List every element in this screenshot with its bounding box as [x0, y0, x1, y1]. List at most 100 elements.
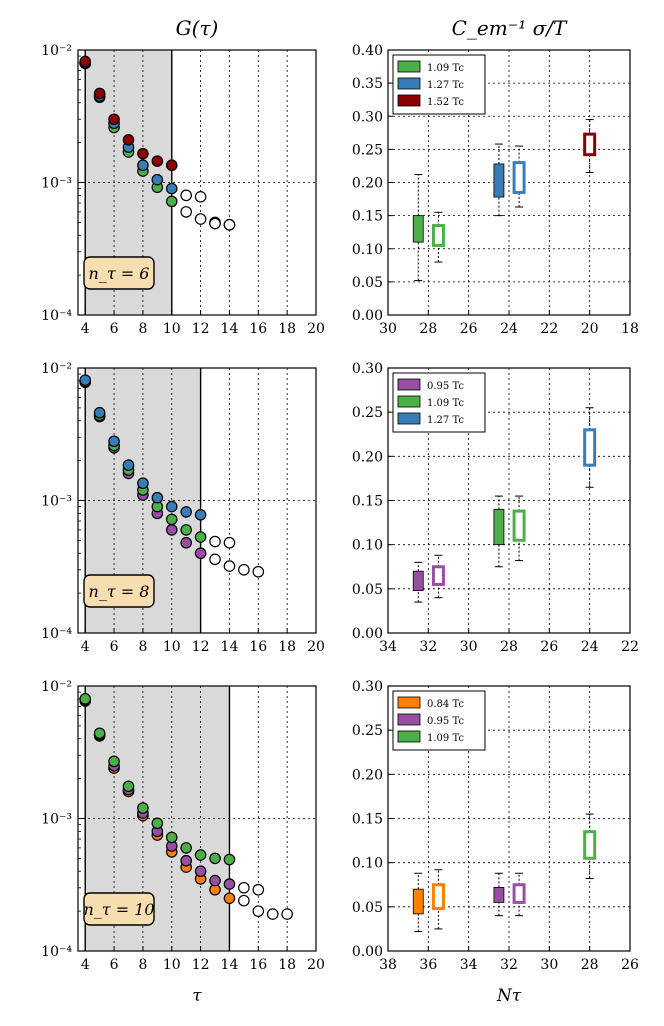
y-tick-label: 10⁻² — [41, 361, 72, 377]
y-tick-label: 0.05 — [352, 900, 383, 916]
box — [512, 509, 526, 542]
axes-frame — [387, 367, 631, 634]
y-tick-label: 10⁻³ — [41, 176, 72, 192]
data-point — [122, 780, 135, 793]
data-point — [108, 113, 120, 126]
data-point — [122, 134, 135, 146]
legend-label: 0.84 Tc — [427, 699, 464, 710]
ntau-label-box — [83, 574, 155, 608]
box — [412, 888, 424, 915]
legend-label: 0.95 Tc — [427, 716, 464, 727]
box — [412, 215, 424, 243]
legend-swatch — [397, 713, 421, 726]
x-tick-label: 26 — [460, 321, 478, 337]
data-point — [165, 513, 178, 526]
data-point — [281, 908, 293, 920]
x-tick-label: 20 — [307, 321, 325, 337]
x-tick-label: 26 — [621, 957, 639, 973]
y-tick-label: 10⁻³ — [41, 812, 72, 828]
data-point — [79, 55, 92, 68]
y-tick-label: 10⁻⁴ — [41, 944, 72, 960]
data-point — [151, 491, 164, 504]
data-point — [180, 524, 192, 536]
data-point — [238, 894, 250, 907]
data-point — [165, 159, 178, 172]
data-point — [165, 195, 178, 208]
axes-frame — [77, 685, 317, 952]
data-point — [93, 87, 106, 100]
data-point — [79, 693, 92, 705]
panel-G8: 4 6 8 10 12 14 16 18 20 10⁻⁴ 10⁻³ 10⁻² n_τ = 8 — [41, 361, 325, 655]
data-point — [209, 553, 221, 566]
data-point — [252, 883, 265, 896]
data-point — [122, 459, 135, 471]
x-tick-label: 14 — [221, 957, 239, 973]
x-tick-label: 30 — [379, 321, 397, 337]
y-tick-label: 0.05 — [352, 275, 383, 291]
data-point — [252, 565, 265, 578]
x-tick-label: 24 — [500, 321, 518, 337]
data-point — [93, 406, 106, 419]
data-point — [180, 842, 192, 854]
x-tick-label: 8 — [138, 957, 147, 973]
data-point — [165, 524, 178, 536]
y-tick-label: 0.10 — [352, 242, 383, 258]
x-tick-label: 28 — [581, 957, 599, 973]
data-point — [180, 536, 192, 549]
data-point — [209, 217, 221, 230]
data-point — [137, 159, 149, 172]
y-tick-label: 0.10 — [352, 538, 383, 554]
panel-title: C_em⁻¹ σ/T — [452, 16, 568, 40]
data-point — [180, 854, 192, 867]
data-point — [209, 874, 221, 887]
data-point — [137, 147, 149, 160]
x-tick-label: 20 — [581, 321, 599, 337]
data-point — [180, 506, 192, 518]
y-tick-label: 0.15 — [352, 494, 383, 510]
axes-frame — [77, 49, 317, 316]
axes-frame — [77, 367, 317, 634]
panel-title: G(τ) — [176, 16, 219, 40]
data-point — [151, 155, 164, 167]
y-tick-label: 0.05 — [352, 582, 383, 598]
panel-S10: 38 36 34 32 30 28 26 0.00 0.05 0.10 0.15 0.20 0.25 0.… — [352, 679, 639, 1006]
data-point — [209, 852, 221, 865]
data-point — [223, 853, 236, 866]
x-axis-label: τ — [192, 986, 202, 1006]
data-point — [108, 755, 120, 768]
data-point — [266, 908, 279, 920]
x-tick-label: 22 — [621, 639, 639, 655]
y-tick-label: 0.30 — [352, 361, 383, 377]
data-point — [108, 435, 120, 448]
x-tick-label: 4 — [81, 321, 90, 337]
legend-swatch — [397, 77, 421, 90]
legend-swatch — [397, 378, 421, 391]
ntau-label: n_τ = 8 — [89, 582, 150, 601]
box — [431, 224, 445, 247]
x-tick-label: 14 — [221, 321, 239, 337]
x-tick-label: 36 — [419, 957, 437, 973]
data-point — [223, 560, 236, 572]
y-tick-label: 0.10 — [352, 856, 383, 872]
x-tick-label: 24 — [581, 639, 599, 655]
data-point — [137, 477, 149, 490]
x-tick-label: 6 — [110, 321, 119, 337]
data-point — [165, 500, 178, 513]
data-point — [194, 849, 207, 861]
box — [512, 883, 526, 904]
y-tick-label: 0.25 — [352, 723, 383, 739]
x-tick-label: 4 — [81, 957, 90, 973]
x-tick-label: 8 — [138, 321, 147, 337]
box — [493, 508, 505, 546]
data-point — [93, 727, 106, 740]
data-point — [194, 508, 207, 521]
y-tick-label: 0.00 — [352, 626, 383, 642]
box — [583, 428, 597, 467]
y-tick-label: 0.00 — [352, 944, 383, 960]
data-point — [223, 218, 236, 231]
ntau-label-box — [83, 892, 155, 926]
legend-label: 1.09 Tc — [427, 398, 464, 409]
x-tick-label: 6 — [110, 957, 119, 973]
x-axis-label: Nτ — [496, 986, 522, 1006]
x-tick-label: 22 — [540, 321, 558, 337]
